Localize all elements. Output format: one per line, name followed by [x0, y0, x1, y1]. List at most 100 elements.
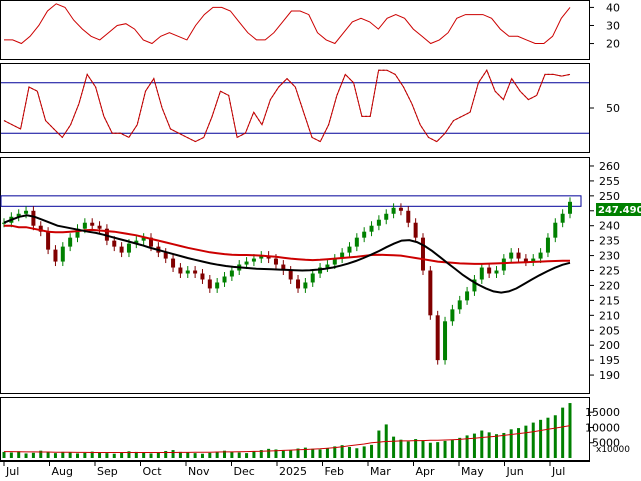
month-label: 2025 — [279, 465, 307, 478]
price-candle — [472, 279, 477, 292]
price-candle — [141, 237, 146, 241]
price-candle — [420, 237, 425, 271]
price-candle — [149, 237, 154, 247]
volume-bar — [443, 440, 447, 458]
volume-bar — [61, 451, 65, 458]
price-candle — [16, 213, 21, 217]
price-panel-frame — [0, 157, 590, 394]
price-candle — [450, 309, 455, 322]
volume-bar — [458, 437, 462, 458]
volume-bar — [200, 453, 204, 458]
stochastic-signal-line — [3, 69, 571, 143]
volume-bar — [120, 452, 124, 458]
volume-bar — [517, 428, 521, 458]
price-candle — [68, 237, 73, 247]
price-tick-label: 210 — [599, 309, 620, 322]
price-candle — [310, 273, 315, 283]
volume-bar — [553, 415, 557, 458]
price-candle — [2, 222, 6, 224]
volume-bar — [98, 452, 102, 458]
price-candle — [244, 261, 249, 265]
price-candle — [340, 252, 345, 259]
volume-bar — [531, 422, 535, 458]
volume-bar — [509, 429, 513, 458]
price-tick-label: 195 — [599, 354, 620, 367]
price-tick-label: 250 — [599, 190, 620, 203]
volume-bar — [436, 442, 440, 458]
price-candle — [112, 240, 117, 247]
price-candle — [428, 270, 433, 316]
volume-bar — [311, 448, 315, 458]
price-tick-label: 225 — [599, 265, 620, 278]
volume-bar — [480, 430, 484, 458]
volume-bar — [494, 434, 498, 458]
volume-bar — [105, 453, 109, 458]
price-candle — [369, 225, 374, 232]
volume-bar — [370, 444, 374, 458]
price-candle — [134, 240, 139, 244]
month-label: Dec — [234, 465, 255, 478]
volume-bar — [186, 452, 190, 458]
volume-bar — [392, 436, 396, 458]
price-candle — [553, 222, 558, 238]
volume-bar — [9, 452, 13, 458]
volume-bar — [127, 451, 131, 458]
price-candle — [303, 282, 308, 289]
volume-bar — [333, 446, 337, 458]
volume-bar — [325, 448, 329, 458]
price-candle — [126, 243, 131, 253]
price-tick-label: 235 — [599, 235, 620, 248]
moving-average-long — [3, 214, 571, 294]
price-candle — [222, 276, 227, 283]
price-candle — [538, 252, 543, 259]
price-candle — [38, 225, 43, 232]
price-candle — [24, 210, 29, 214]
moving-average-short — [4, 224, 570, 265]
price-candle — [413, 222, 418, 238]
volume-tick-label: 15000 — [585, 406, 620, 419]
month-label: Feb — [325, 465, 344, 478]
price-candle — [531, 258, 536, 262]
price-candle — [207, 279, 212, 289]
price-candle — [435, 315, 440, 361]
month-label: Nov — [188, 465, 210, 478]
rsi-panel-frame — [0, 0, 590, 60]
price-candle — [354, 237, 359, 247]
stochastic-k-line — [3, 69, 571, 143]
volume-bar — [259, 450, 263, 458]
month-label: May — [461, 465, 484, 478]
volume-bar — [546, 417, 550, 458]
price-candle — [193, 270, 198, 274]
volume-bar — [46, 452, 50, 458]
volume-bar — [149, 453, 153, 458]
volume-bar — [112, 453, 116, 458]
volume-bar — [399, 439, 403, 458]
volume-bar — [487, 432, 491, 458]
price-candle — [251, 258, 256, 262]
price-candle — [465, 291, 470, 301]
volume-bar — [472, 433, 476, 458]
volume-bar — [134, 451, 138, 458]
volume-bar — [39, 450, 43, 458]
volume-bar — [53, 453, 57, 458]
price-candle — [46, 231, 51, 250]
price-candle — [97, 225, 102, 229]
price-candle — [398, 207, 403, 211]
volume-tick-label: 5000 — [592, 437, 620, 450]
price-candle — [31, 210, 36, 226]
price-candle — [200, 273, 205, 280]
volume-bar — [561, 407, 565, 458]
volume-bar — [83, 452, 87, 458]
price-candle — [178, 267, 183, 274]
price-candle — [457, 300, 462, 310]
price-candle — [215, 282, 220, 289]
price-candle — [332, 258, 337, 265]
volume-bar — [296, 448, 300, 458]
rsi-line — [4, 3, 571, 45]
resistance-box — [0, 195, 582, 207]
rsi-panel — [4, 3, 571, 45]
price-candle — [171, 258, 176, 268]
volume-bar — [340, 445, 344, 458]
volume-bar — [24, 453, 28, 458]
